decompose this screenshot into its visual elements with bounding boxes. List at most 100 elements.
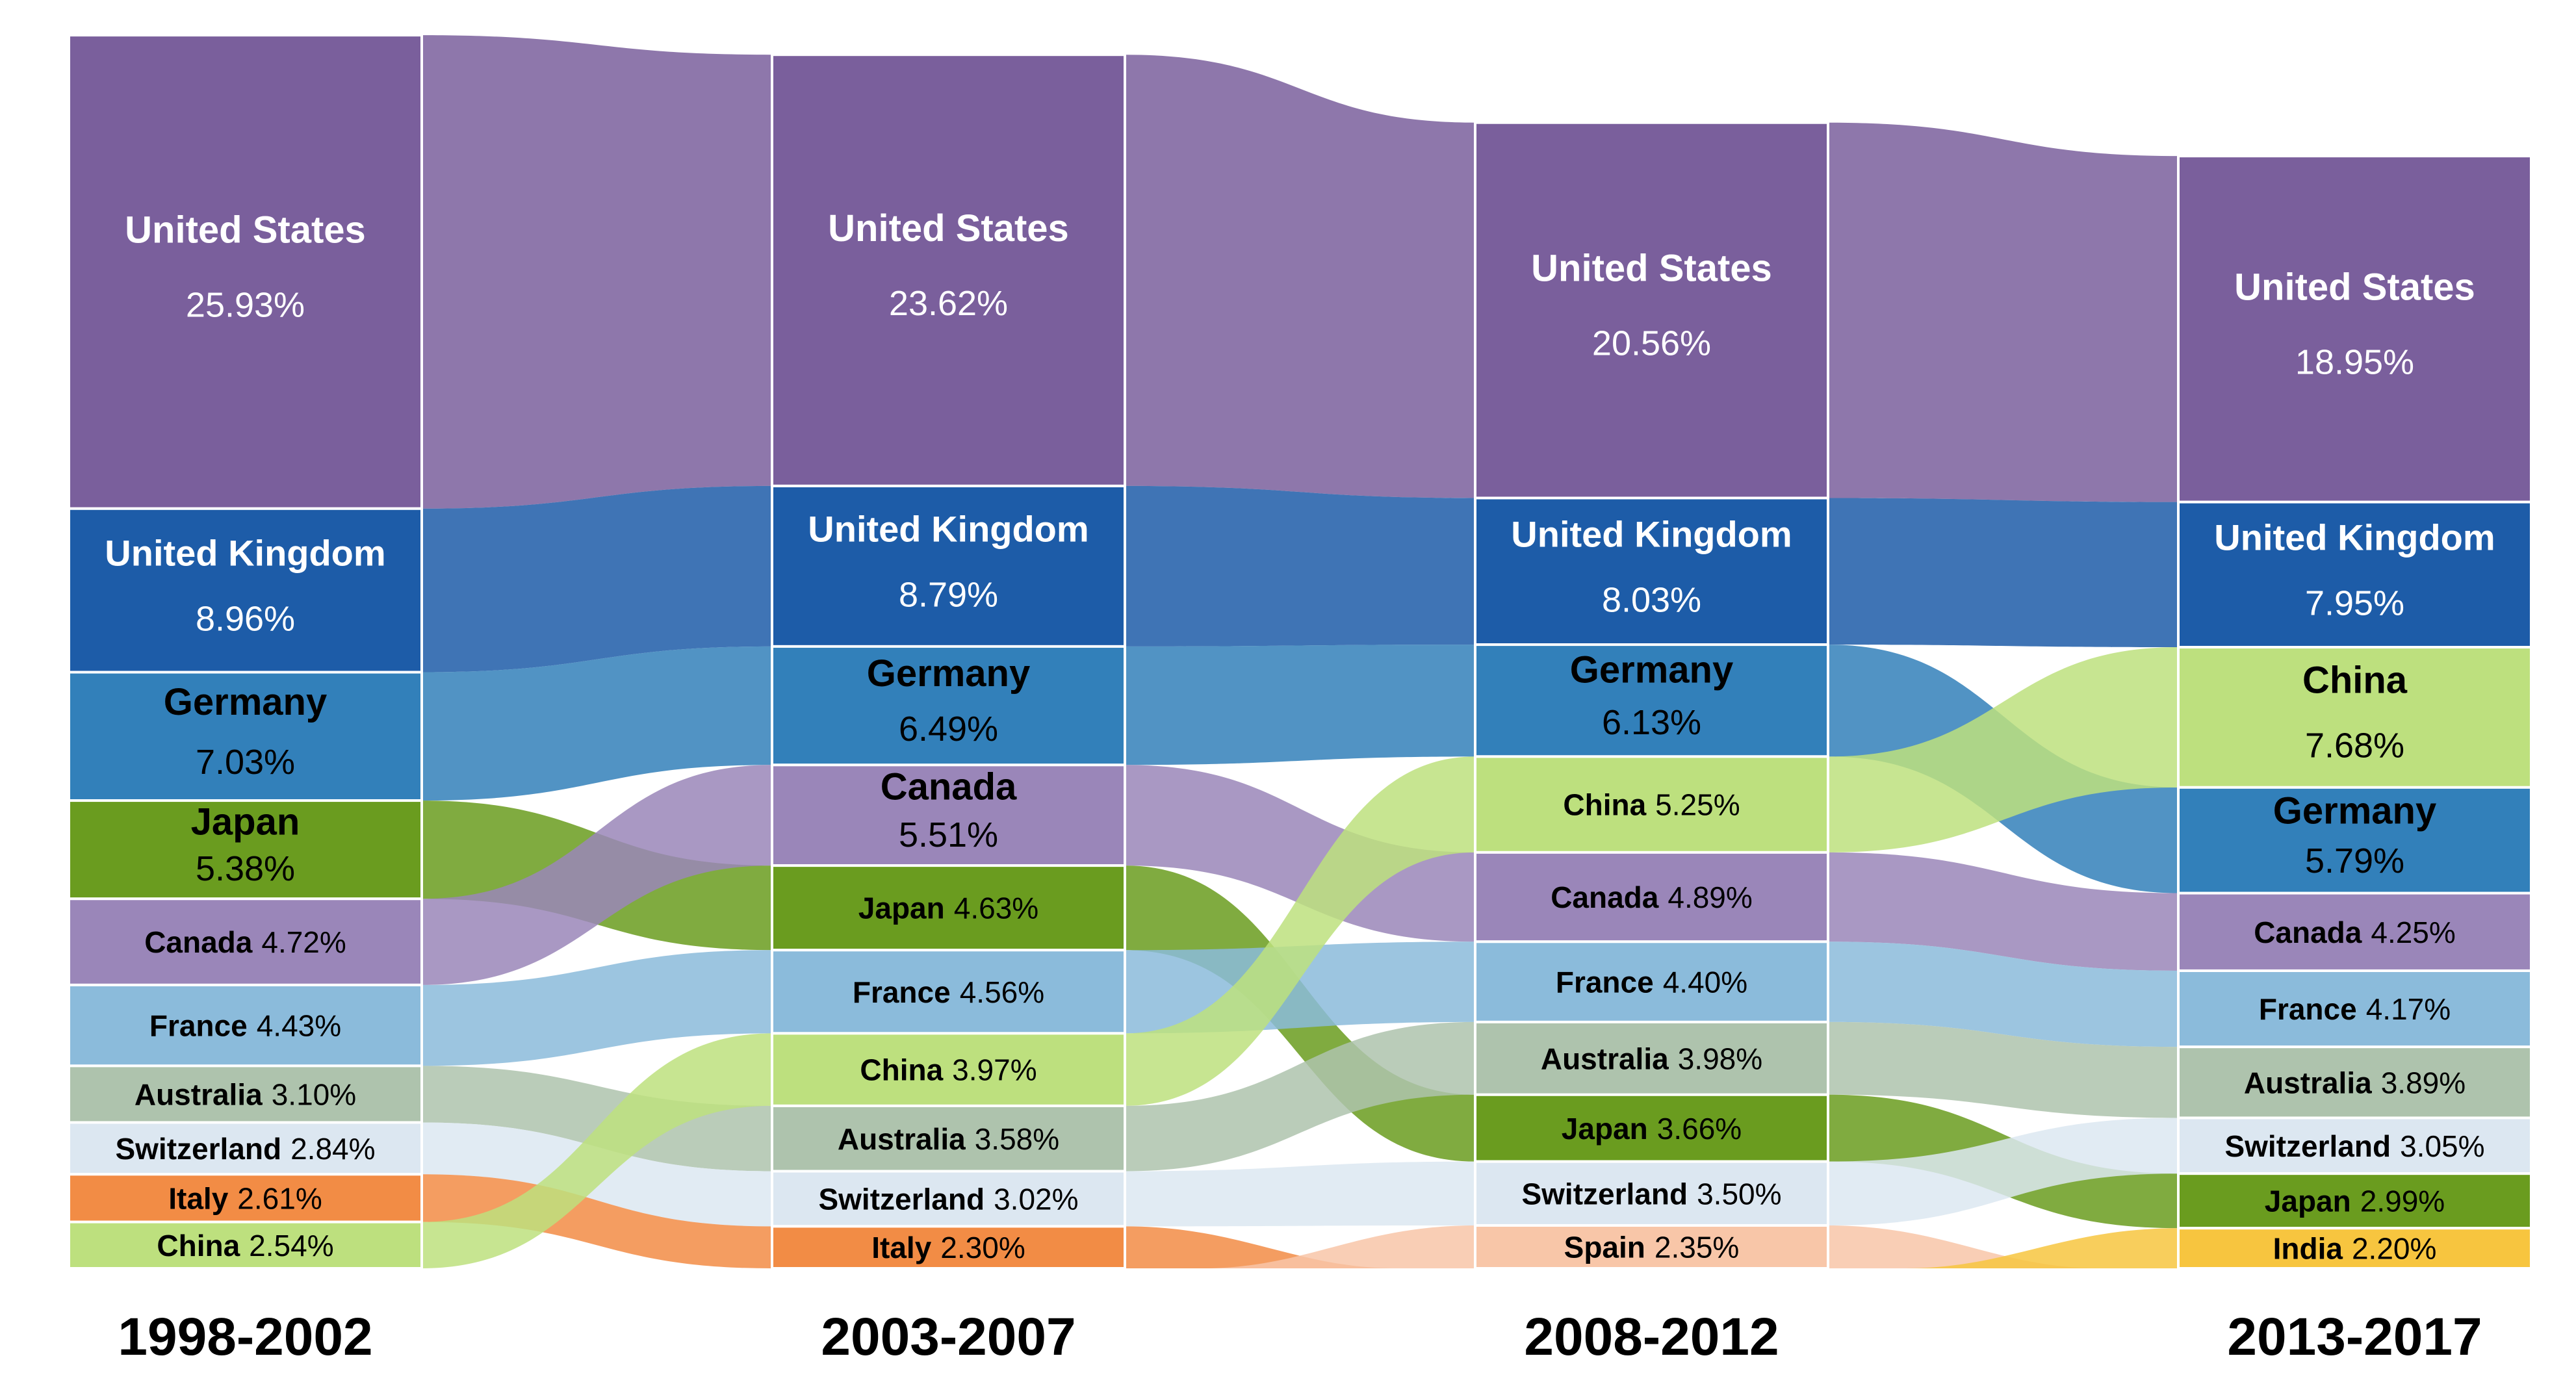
node-switzerland-2013-2017-label: Switzerland 3.05% xyxy=(2224,1129,2484,1163)
node-germany-2003-2007-bar xyxy=(771,645,1126,767)
node-japan-2003-2007: Japan 4.63% xyxy=(771,864,1126,952)
node-united-kingdom-1998-2002: United Kingdom 8.96% xyxy=(68,507,423,674)
node-japan-2008-2012: Japan 3.66% xyxy=(1474,1093,1829,1163)
node-france-2003-2007-label: France 4.56% xyxy=(853,975,1044,1009)
node-france-1998-2002-label: France 4.43% xyxy=(149,1009,341,1043)
flow-switzerland-3-4 xyxy=(1828,1118,2178,1225)
node-japan-1998-2002-bar xyxy=(68,799,423,901)
node-united-kingdom-2003-2007-bar xyxy=(771,484,1126,648)
node-switzerland-2013-2017-name: Switzerland xyxy=(2224,1129,2391,1163)
node-germany-2008-2012: Germany 6.13% xyxy=(1474,643,1829,758)
node-italy-1998-2002-name: Italy xyxy=(168,1182,228,1216)
node-germany-1998-2002-name: Germany xyxy=(164,681,327,723)
node-china-2003-2007: China 3.97% xyxy=(771,1032,1126,1107)
node-australia-1998-2002: Australia 3.10% xyxy=(68,1064,423,1124)
flow-united-kingdom-3-4 xyxy=(1828,498,2178,648)
node-switzerland-2013-2017-bar xyxy=(2177,1116,2532,1175)
node-canada-2003-2007-name: Canada xyxy=(881,766,1017,808)
node-germany-2003-2007: Germany 6.49% xyxy=(771,645,1126,767)
node-switzerland-2008-2012-bar xyxy=(1474,1160,1829,1227)
node-switzerland-2008-2012: Switzerland 3.50% xyxy=(1474,1160,1829,1227)
node-switzerland-2013-2017-value: 3.05% xyxy=(2400,1129,2484,1163)
node-japan-2008-2012-label: Japan 3.66% xyxy=(1562,1112,1742,1146)
node-switzerland-2003-2007-bar xyxy=(771,1170,1126,1228)
node-china-1998-2002: China 2.54% xyxy=(68,1220,423,1270)
node-united-states-2013-2017-bar xyxy=(2177,155,2532,504)
node-china-2008-2012: China 5.25% xyxy=(1474,755,1829,854)
node-china-2003-2007-label: China 3.97% xyxy=(860,1053,1037,1087)
node-switzerland-2008-2012-value: 3.50% xyxy=(1697,1177,1781,1211)
node-switzerland-1998-2002-name: Switzerland xyxy=(115,1132,281,1166)
node-spain-2008-2012-name: Spain xyxy=(1564,1231,1645,1264)
node-japan-2013-2017-label: Japan 2.99% xyxy=(2265,1185,2445,1218)
flow-united-kingdom-1-2 xyxy=(422,485,772,673)
node-switzerland-2003-2007: Switzerland 3.02% xyxy=(771,1170,1126,1228)
node-united-kingdom-2003-2007-name: United Kingdom xyxy=(808,508,1088,549)
node-canada-2013-2017-value: 4.25% xyxy=(2371,916,2455,949)
node-italy-1998-2002-bar xyxy=(68,1173,423,1224)
node-united-states-2008-2012-value: 20.56% xyxy=(1592,324,1711,363)
node-canada-1998-2002-name: Canada xyxy=(144,925,253,959)
node-france-1998-2002-name: France xyxy=(149,1009,248,1043)
node-italy-1998-2002-label: Italy 2.61% xyxy=(168,1182,322,1216)
node-germany-2008-2012-bar xyxy=(1474,643,1829,758)
node-australia-2008-2012-label: Australia 3.98% xyxy=(1541,1042,1762,1075)
node-united-kingdom-2008-2012-name: United Kingdom xyxy=(1511,513,1792,554)
flow-china-1-2 xyxy=(422,1033,772,1268)
node-france-2003-2007-value: 4.56% xyxy=(960,975,1044,1009)
node-united-kingdom-2008-2012: United Kingdom 8.03% xyxy=(1474,496,1829,647)
node-india-2013-2017-bar xyxy=(2177,1227,2532,1270)
node-canada-1998-2002-label: Canada 4.72% xyxy=(144,925,346,959)
nodes-layer: United States 25.93% United Kingdom 8.96% Ge… xyxy=(68,34,2532,1270)
node-spain-2008-2012-bar xyxy=(1474,1224,1829,1270)
node-australia-2003-2007-label: Australia 3.58% xyxy=(838,1122,1059,1156)
node-india-2013-2017: India 2.20% xyxy=(2177,1227,2532,1270)
node-united-states-1998-2002-bar xyxy=(68,34,423,510)
node-china-2008-2012-value: 5.25% xyxy=(1655,788,1740,822)
node-china-2013-2017-name: China xyxy=(2302,659,2408,701)
node-canada-2003-2007-value: 5.51% xyxy=(899,815,998,854)
flow-united-states-2-3 xyxy=(1125,55,1475,498)
node-india-2013-2017-name: India xyxy=(2273,1232,2343,1266)
flow-united-states-3-4 xyxy=(1828,122,2178,502)
node-italy-2003-2007-name: Italy xyxy=(871,1231,931,1264)
node-australia-1998-2002-bar xyxy=(68,1064,423,1124)
node-united-kingdom-2013-2017-bar xyxy=(2177,500,2532,649)
node-united-states-1998-2002: United States 25.93% xyxy=(68,34,423,510)
node-france-2013-2017-name: France xyxy=(2259,992,2357,1026)
flow-germany-1-2 xyxy=(422,646,772,801)
node-france-2013-2017-bar xyxy=(2177,969,2532,1049)
node-united-kingdom-2008-2012-bar xyxy=(1474,496,1829,647)
node-italy-1998-2002: Italy 2.61% xyxy=(68,1173,423,1224)
node-switzerland-1998-2002-bar xyxy=(68,1121,423,1176)
node-italy-2003-2007-bar xyxy=(771,1225,1126,1270)
node-japan-2013-2017-name: Japan xyxy=(2265,1185,2351,1218)
node-united-states-2013-2017-value: 18.95% xyxy=(2295,342,2414,381)
node-japan-1998-2002: Japan 5.38% xyxy=(68,799,423,901)
node-italy-2003-2007-value: 2.30% xyxy=(940,1231,1025,1264)
node-united-states-2003-2007-name: United States xyxy=(828,207,1069,250)
node-australia-1998-2002-name: Australia xyxy=(135,1077,263,1111)
node-united-kingdom-2013-2017-value: 7.95% xyxy=(2305,583,2404,622)
period-label-1998-2002: 1998-2002 xyxy=(118,1307,372,1366)
node-france-2003-2007-bar xyxy=(771,949,1126,1035)
node-united-kingdom-2008-2012-value: 8.03% xyxy=(1602,580,1701,619)
node-japan-2013-2017-value: 2.99% xyxy=(2360,1185,2445,1218)
flow-france-3-4 xyxy=(1828,942,2178,1047)
node-france-2013-2017: France 4.17% xyxy=(2177,969,2532,1049)
node-united-states-2013-2017-name: United States xyxy=(2234,266,2475,308)
period-label-2003-2007: 2003-2007 xyxy=(821,1307,1075,1366)
node-china-1998-2002-label: China 2.54% xyxy=(157,1229,333,1262)
node-switzerland-2008-2012-label: Switzerland 3.50% xyxy=(1521,1177,1781,1211)
period-label-2008-2012: 2008-2012 xyxy=(1524,1307,1779,1366)
node-australia-2008-2012-bar xyxy=(1474,1020,1829,1096)
node-france-2008-2012-value: 4.40% xyxy=(1663,966,1747,999)
flow-enter-india-4 xyxy=(1905,1228,2178,1268)
flow-canada-3-4 xyxy=(1828,852,2178,971)
flow-united-states-1-2 xyxy=(422,35,772,509)
node-united-states-2003-2007: United States 23.62% xyxy=(771,53,1126,487)
node-france-1998-2002-value: 4.43% xyxy=(257,1009,341,1043)
node-united-states-2008-2012-bar xyxy=(1474,121,1829,500)
node-canada-2013-2017-label: Canada 4.25% xyxy=(2254,916,2456,949)
node-germany-2013-2017: Germany 5.79% xyxy=(2177,786,2532,895)
